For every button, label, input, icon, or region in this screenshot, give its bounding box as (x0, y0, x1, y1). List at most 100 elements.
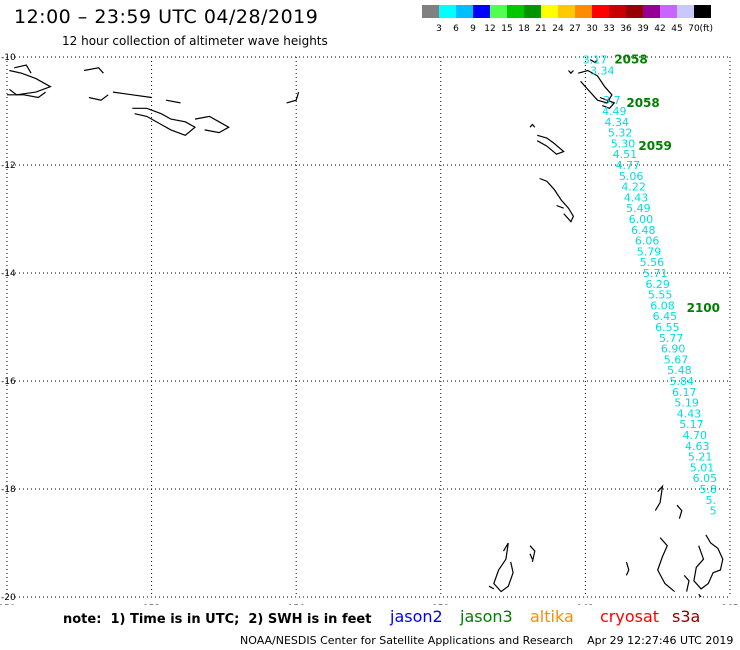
legend-swatch (643, 5, 660, 18)
wave-height-label: 5.30 (611, 137, 636, 150)
longitude-label: 156 (288, 604, 305, 605)
wave-height-label: 6.90 (661, 343, 686, 356)
satellite-legend-cryosat: cryosat (600, 607, 660, 626)
legend-swatch (626, 5, 643, 18)
legend-swatch (507, 5, 524, 18)
longitude-label: 153 (143, 604, 160, 605)
wave-height-color-legend: 3 6 9 12 15 18 21 24 27 30 33 36 39 42 45 70 (ft) (422, 5, 713, 34)
legend-swatch (677, 5, 694, 18)
wave-height-label: 5.06 (619, 170, 644, 183)
legend-label: 36 (620, 24, 632, 34)
map-title: 12:00 – 23:59 UTC 04/28/2019 (14, 6, 319, 28)
wave-height-label: 3.17 (583, 54, 608, 67)
wave-height-label: 6.17 (672, 386, 697, 399)
coastline (625, 561, 630, 576)
wave-height-label: 5.55 (648, 289, 673, 302)
wave-height-label: 6.08 (650, 299, 675, 312)
wave-height-label: 5.19 (674, 397, 699, 410)
wave-height-label: 4.70 (683, 429, 708, 442)
wave-height-label: 4.22 (621, 181, 646, 194)
coastline (536, 134, 565, 155)
wave-height-label: 6.29 (645, 278, 670, 291)
grid-lines (6, 56, 731, 598)
legend-label: 39 (637, 24, 649, 34)
wave-height-label: 4.34 (604, 116, 629, 129)
wave-height-label: 3.34 (590, 65, 615, 78)
latitude-label: -14 (1, 269, 16, 279)
altimeter-map: 3.173.343.74.494.345.325.304.514.775.064… (0, 53, 739, 605)
wave-height-label: 5.01 (690, 461, 715, 474)
legend-label: 42 (654, 24, 665, 34)
coastline (7, 91, 46, 99)
legend-swatch (558, 5, 575, 18)
coastline (286, 91, 300, 104)
wave-height-label: 6.48 (631, 224, 656, 237)
latitude-label: -10 (1, 53, 16, 63)
wave-height-label: 5.56 (640, 256, 665, 269)
legend-swatch (473, 5, 490, 18)
coastline (529, 553, 533, 560)
wave-height-label: 6.06 (635, 235, 660, 248)
wave-height-label: 4.63 (685, 440, 710, 453)
legend-swatch (490, 5, 507, 18)
satellite-legend-jason2: jason2 (390, 607, 443, 626)
credit-line: NOAA/NESDIS Center for Satellite Applica… (240, 634, 734, 647)
legend-label: 6 (453, 24, 459, 34)
wave-height-label: 5.8 (700, 483, 718, 496)
legend-label: 3 (436, 24, 442, 34)
wave-height-label: 5.48 (667, 364, 692, 377)
coastline (488, 585, 495, 590)
wave-height-label: 5.77 (659, 332, 684, 345)
coastline (599, 96, 616, 110)
coastline (529, 123, 536, 128)
legend-swatch (541, 5, 558, 18)
legend-label: 9 (470, 24, 476, 34)
latitude-label: -18 (1, 485, 16, 495)
wave-height-label: 4.51 (613, 148, 638, 161)
legend-label: 21 (535, 24, 546, 34)
time-label: 2059 (638, 139, 671, 153)
longitude-label: 150 (0, 604, 16, 605)
wave-height-label: 5.84 (670, 375, 695, 388)
coastline (654, 484, 664, 511)
coastline (132, 107, 197, 136)
wave-height-label: 4.77 (616, 159, 641, 172)
legend-swatch (592, 5, 609, 18)
coastline (556, 204, 564, 209)
map-subtitle: 12 hour collection of altimeter wave hei… (62, 34, 328, 48)
wave-height-label: 6.45 (653, 310, 678, 323)
longitude-label: 162 (577, 604, 594, 605)
legend-label: 45 (671, 24, 682, 34)
satellite-legend-s3a: s3a (672, 607, 701, 626)
coastline (88, 94, 109, 101)
coastlines (7, 59, 724, 598)
legend-swatch (456, 5, 473, 18)
longitude-label: 159 (432, 604, 449, 605)
coastline (676, 504, 683, 519)
wave-height-label: 5.67 (664, 353, 689, 366)
time-labels: 2058 2058 2059 2100 (614, 53, 720, 315)
wave-height-label: 5.79 (637, 245, 662, 258)
legend-label: 30 (586, 24, 598, 34)
coastline (683, 575, 690, 592)
coastline (657, 537, 675, 593)
footer-note: note: 1) Time is in UTC; 2) SWH is in fe… (63, 612, 372, 627)
legend-label: 24 (552, 24, 564, 34)
coastline (165, 99, 181, 104)
legend-label: 27 (569, 24, 580, 34)
wave-height-label: 5.49 (626, 202, 651, 215)
coastline (578, 69, 613, 104)
legend-label: 70 (688, 24, 700, 34)
legend-swatch (694, 5, 711, 18)
wave-height-label: 5.71 (643, 267, 668, 280)
legend-swatch (524, 5, 541, 18)
wave-height-label: 5.21 (688, 451, 713, 464)
legend-swatch (609, 5, 626, 18)
legend-label: 12 (484, 24, 495, 34)
wave-height-label: 5. (705, 494, 716, 507)
latitude-label: -20 (1, 593, 16, 603)
wave-height-label: 3.7 (603, 94, 621, 107)
coastline (493, 542, 514, 593)
coastline (529, 545, 536, 563)
coastline (568, 70, 574, 75)
